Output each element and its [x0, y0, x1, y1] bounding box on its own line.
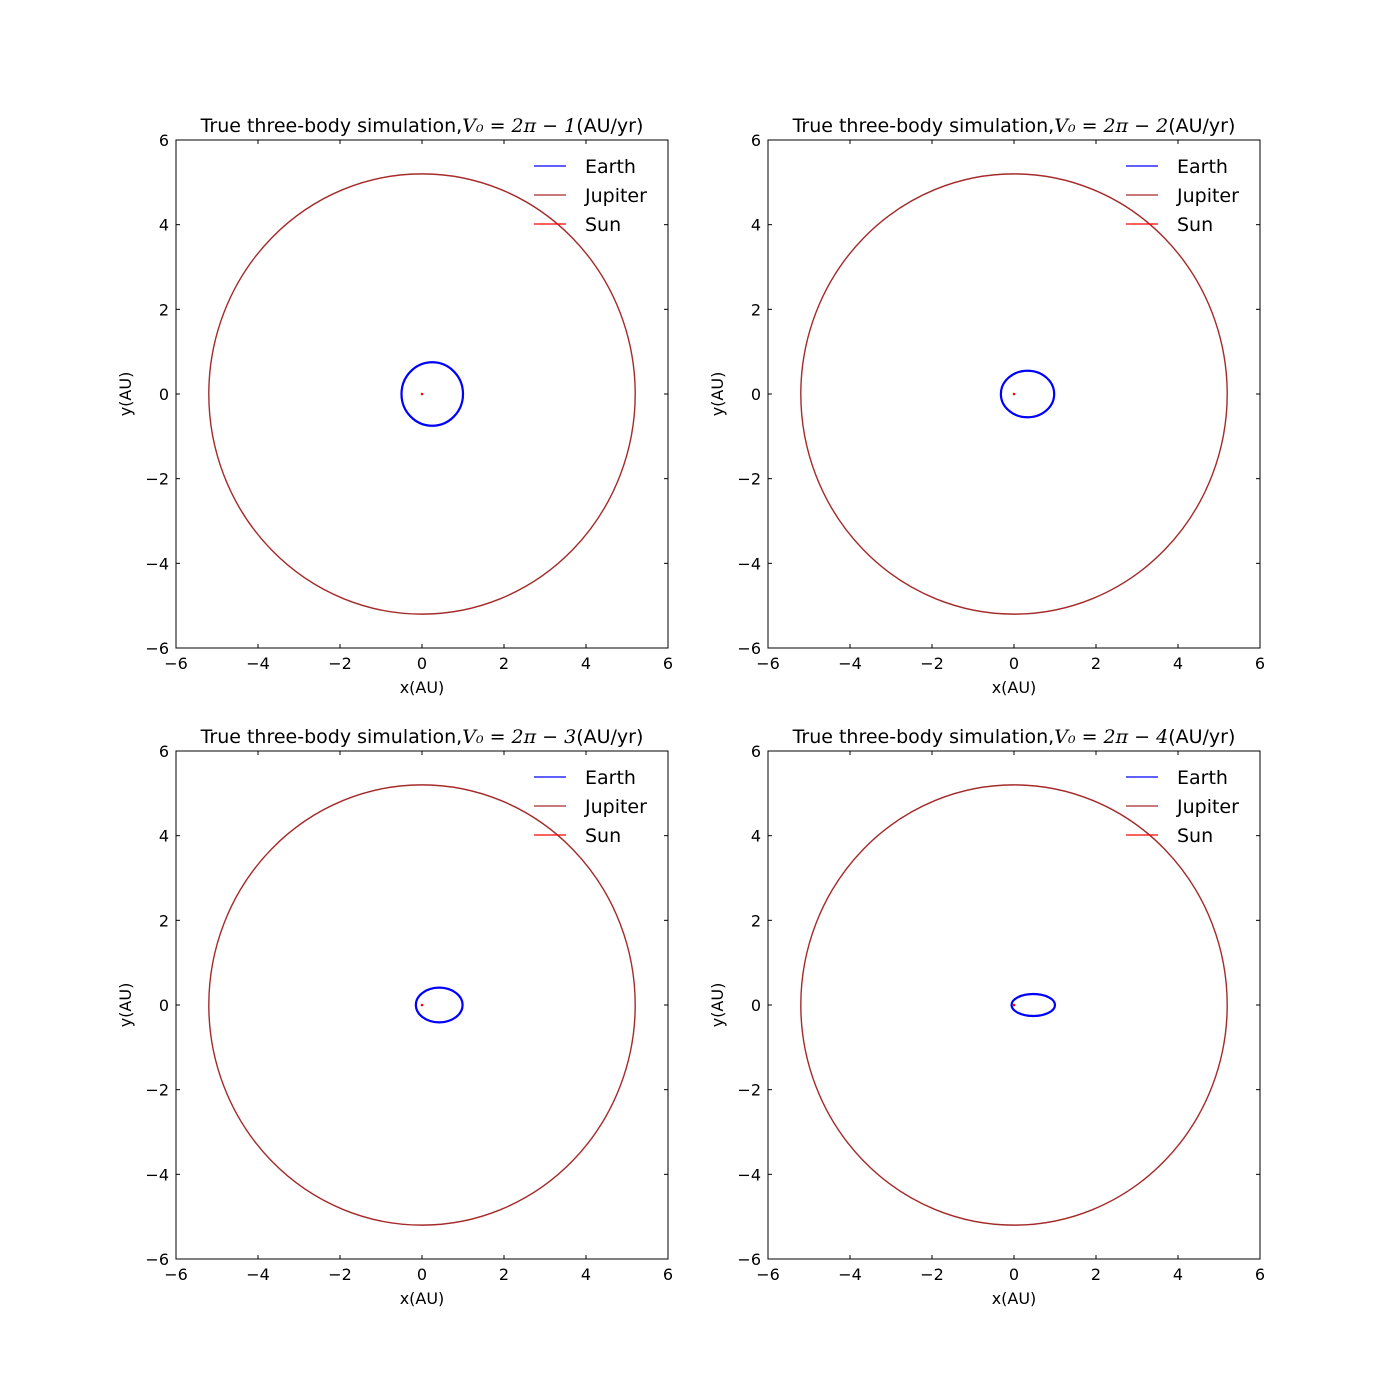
- chart-panel-3: −6 −4 −2 0 2 4 6 −6 −4 −2 0 2 4 6 x(AU) y(AU) True three…: [116, 726, 673, 1308]
- y-axis-label: y(AU): [708, 983, 727, 1028]
- legend-label-earth: Earth: [585, 767, 636, 789]
- x-tick-label: −4: [838, 1265, 862, 1284]
- y-tick-label: −2: [737, 1081, 761, 1100]
- y-tick-label: −4: [145, 554, 169, 573]
- x-tick-label: −4: [246, 654, 270, 673]
- x-tick-label: 2: [499, 654, 509, 673]
- chart-title: True three-body simulation,V₀ = 2π − 4(A…: [792, 726, 1236, 748]
- title-prefix: True three-body simulation,: [200, 726, 463, 748]
- x-tick-label: 4: [1173, 1265, 1183, 1284]
- title-suffix: (AU/yr): [1168, 726, 1235, 748]
- x-tick-label: −4: [838, 654, 862, 673]
- x-axis-label: x(AU): [400, 678, 445, 697]
- legend-label-sun: Sun: [1177, 214, 1213, 236]
- x-tick-label: −2: [920, 1265, 944, 1284]
- y-tick-label: 6: [751, 131, 761, 150]
- legend-label-earth: Earth: [1177, 767, 1228, 789]
- legend-label-sun: Sun: [585, 825, 621, 847]
- y-tick-label: 4: [751, 827, 761, 846]
- sun-marker: [421, 393, 424, 396]
- x-tick-label: 2: [1091, 1265, 1101, 1284]
- legend-label-jupiter: Jupiter: [584, 185, 647, 207]
- chart-panel-1: −6 −4 −2 0 2 4 6 −6 −4 −2 0 2 4 6 x(AU) y(AU) True three…: [116, 115, 673, 697]
- title-math: V₀ = 2π − 1: [462, 115, 576, 137]
- y-tick-label: 2: [159, 300, 169, 319]
- y-axis-label: y(AU): [116, 372, 135, 417]
- x-tick-label: 0: [417, 654, 427, 673]
- x-tick-label: 6: [663, 654, 673, 673]
- x-tick-label: 6: [663, 1265, 673, 1284]
- legend-label-earth: Earth: [585, 156, 636, 178]
- legend-label-jupiter: Jupiter: [1176, 185, 1239, 207]
- chart-title: True three-body simulation,V₀ = 2π − 1(A…: [200, 115, 644, 137]
- y-tick-label: −2: [145, 1081, 169, 1100]
- y-tick-label: 4: [159, 827, 169, 846]
- y-tick-label: 0: [751, 996, 761, 1015]
- y-tick-label: −4: [737, 554, 761, 573]
- chart-panel-2: −6 −4 −2 0 2 4 6 −6 −4 −2 0 2 4 6 x(AU) y(AU) True three…: [708, 115, 1265, 697]
- x-tick-label: −2: [328, 654, 352, 673]
- x-tick-label: 4: [581, 1265, 591, 1284]
- title-math: V₀ = 2π − 4: [1054, 726, 1168, 748]
- y-tick-label: 0: [159, 385, 169, 404]
- title-suffix: (AU/yr): [1168, 115, 1235, 137]
- x-tick-label: −2: [328, 1265, 352, 1284]
- y-tick-label: 2: [159, 911, 169, 930]
- x-tick-label: 2: [499, 1265, 509, 1284]
- title-suffix: (AU/yr): [576, 115, 643, 137]
- y-tick-label: 0: [159, 996, 169, 1015]
- y-tick-label: −4: [145, 1165, 169, 1184]
- x-tick-label: 6: [1255, 1265, 1265, 1284]
- sun-marker: [421, 1004, 424, 1007]
- y-tick-label: 2: [751, 300, 761, 319]
- x-axis-label: x(AU): [992, 678, 1037, 697]
- legend-label-jupiter: Jupiter: [584, 796, 647, 818]
- y-tick-label: −4: [737, 1165, 761, 1184]
- x-tick-label: 4: [581, 654, 591, 673]
- title-math: V₀ = 2π − 3: [462, 726, 576, 748]
- title-prefix: True three-body simulation,: [200, 115, 463, 137]
- chart-title: True three-body simulation,V₀ = 2π − 2(A…: [792, 115, 1236, 137]
- chart-panel-4: −6 −4 −2 0 2 4 6 −6 −4 −2 0 2 4 6 x(AU) y(AU) True three…: [708, 726, 1265, 1308]
- legend-label-sun: Sun: [1177, 825, 1213, 847]
- y-tick-label: −2: [737, 470, 761, 489]
- chart-title: True three-body simulation,V₀ = 2π − 3(A…: [200, 726, 644, 748]
- x-tick-label: −2: [920, 654, 944, 673]
- y-tick-label: 2: [751, 911, 761, 930]
- y-tick-label: 6: [159, 131, 169, 150]
- y-tick-label: 6: [159, 742, 169, 761]
- x-tick-label: 0: [417, 1265, 427, 1284]
- y-tick-label: −2: [145, 470, 169, 489]
- y-axis-label: y(AU): [708, 372, 727, 417]
- x-tick-label: 6: [1255, 654, 1265, 673]
- y-tick-label: 4: [159, 216, 169, 235]
- x-tick-label: 2: [1091, 654, 1101, 673]
- y-axis-label: y(AU): [116, 983, 135, 1028]
- y-tick-label: −6: [737, 639, 761, 658]
- y-tick-label: 4: [751, 216, 761, 235]
- x-tick-label: 4: [1173, 654, 1183, 673]
- legend-label-sun: Sun: [585, 214, 621, 236]
- sun-marker: [1013, 1004, 1016, 1007]
- title-prefix: True three-body simulation,: [792, 115, 1055, 137]
- sun-marker: [1013, 393, 1016, 396]
- x-axis-label: x(AU): [400, 1289, 445, 1308]
- x-tick-label: 0: [1009, 1265, 1019, 1284]
- x-tick-label: 0: [1009, 654, 1019, 673]
- title-prefix: True three-body simulation,: [792, 726, 1055, 748]
- legend-label-earth: Earth: [1177, 156, 1228, 178]
- x-axis-label: x(AU): [992, 1289, 1037, 1308]
- y-tick-label: 0: [751, 385, 761, 404]
- y-tick-label: 6: [751, 742, 761, 761]
- y-tick-label: −6: [737, 1250, 761, 1269]
- y-tick-label: −6: [145, 639, 169, 658]
- y-tick-label: −6: [145, 1250, 169, 1269]
- title-math: V₀ = 2π − 2: [1054, 115, 1168, 137]
- title-suffix: (AU/yr): [576, 726, 643, 748]
- legend-label-jupiter: Jupiter: [1176, 796, 1239, 818]
- x-tick-label: −4: [246, 1265, 270, 1284]
